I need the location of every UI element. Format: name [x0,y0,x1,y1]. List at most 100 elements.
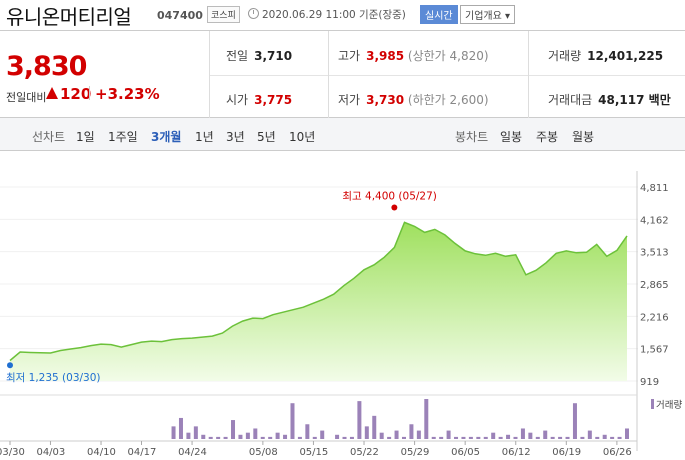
y-tick-label: 2,216 [640,312,669,323]
volume-bar [580,436,585,439]
volume-bar [231,420,236,439]
period-selector: 선차트 1일 1주일 3개월 1년 3년 5년 10년 봉차트 일봉 주봉 월봉 [0,118,685,151]
volume-bar [424,399,429,439]
volume-bar [550,436,555,439]
tab-period-1w[interactable]: 1주일 [108,130,138,144]
tab-candle-weekly[interactable]: 주봉 [536,130,559,144]
stock-code: 047400 [157,9,203,22]
stat-open: 시가 3,775 [226,93,293,107]
x-tick-label: 04/03 [36,447,65,458]
x-tick-label: 05/29 [401,447,430,458]
volume-bar [483,436,488,439]
volume-bar [201,434,206,439]
volume-bar [572,403,577,439]
tab-candle-monthly[interactable]: 월봉 [572,130,595,144]
volume-bar [297,436,302,439]
stat-prev-close: 전일 3,710 [226,49,293,63]
candle-chart-label: 봉차트 [455,130,489,144]
tab-period-1y[interactable]: 1년 [195,130,214,144]
volume-bar [543,430,548,439]
volume-bar [513,436,518,439]
stock-header: 유니온머티리얼 047400 코스피 2020.06.29 11:00 기준(장… [0,0,685,29]
volume-bar [468,436,473,439]
volume-bar [602,434,607,439]
volume-bar [208,436,213,439]
min-point [7,362,13,369]
volume-bar [372,415,377,439]
volume-bar [565,436,570,439]
x-tick-label: 06/05 [451,447,480,458]
line-chart-label: 선차트 [32,130,66,144]
min-label: 최저 1,235 (03/30) [6,372,101,384]
volume-bar [535,436,540,439]
volume-bar [498,436,503,439]
volume-bar [491,432,496,439]
company-overview-dropdown[interactable]: 기업개요 ▾ [460,5,515,24]
tab-period-5y[interactable]: 5년 [257,130,276,144]
market-badge: 코스피 [207,6,240,23]
volume-bar [446,430,451,439]
volume-bar [275,432,280,439]
max-label: 최고 4,400 (05/27) [342,190,437,202]
stat-trading-amount: 거래대금 48,117 백만 [548,93,671,107]
y-tick-label: 4,162 [640,215,669,226]
change-divider [89,86,90,100]
volume-legend-label: 거래량 [656,399,682,411]
volume-bar [320,430,325,439]
x-tick-label: 05/22 [350,447,379,458]
volume-bar [625,428,629,439]
volume-bar [335,434,340,439]
volume-bar [439,436,444,439]
current-price-panel: 3,830 전일대비 120 +3.23% [0,31,210,119]
volume-bar [223,436,228,439]
volume-legend-swatch [651,399,654,409]
stat-volume: 거래량 12,401,225 [548,49,664,63]
x-tick-label: 04/24 [178,447,207,458]
volume-bar [186,432,191,439]
tab-period-10y[interactable]: 10년 [289,130,316,144]
volume-bar [387,436,392,439]
volume-bar [312,436,317,439]
volume-bar [364,426,369,439]
price-chart: 4,811 4,162 3,513 2,865 2,216 1,567 919 최고 4,40… [0,171,682,458]
volume-bar [401,436,406,439]
stock-name: 유니온머티리얼 [6,5,132,29]
current-price: 3,830 [6,51,87,82]
stats-row-divider [210,75,685,76]
y-tick-label: 919 [640,377,659,388]
stat-high: 고가 3,985 (상한가 4,820) [338,49,489,63]
x-tick-label: 04/17 [127,447,156,458]
tab-candle-daily[interactable]: 일봉 [500,130,523,144]
quote-datetime: 2020.06.29 11:00 기준(장중) [262,9,406,21]
volume-bar [476,436,481,439]
y-tick-label: 1,567 [640,345,669,356]
volume-bar [394,430,399,439]
volume-bar [431,436,436,439]
x-tick-label: 06/19 [552,447,581,458]
volume-bar [528,432,533,439]
volume-bar [506,434,511,439]
volume-bar [245,432,250,439]
x-tick-label: 05/15 [299,447,328,458]
change-value: 120 [60,85,92,103]
volume-bar [379,432,384,439]
y-tick-label: 3,513 [640,248,669,259]
stats-col-divider [528,31,529,119]
volume-bar [290,403,295,439]
volume-bar [416,430,421,439]
realtime-button[interactable]: 실시간 [420,5,458,24]
volume-bar [357,401,362,439]
volume-bar [587,430,592,439]
volume-bar [193,426,198,439]
volume-bar [178,417,183,439]
volume-bar [461,436,466,439]
y-tick-label: 4,811 [640,183,669,194]
stats-col-divider [328,31,329,119]
volume-bar [610,436,615,439]
volume-bar [409,424,414,439]
volume-bar [253,428,258,439]
tab-period-3m[interactable]: 3개월 [151,130,182,144]
volume-bar [216,436,221,439]
tab-period-1d[interactable]: 1일 [76,130,95,144]
tab-period-3y[interactable]: 3년 [226,130,245,144]
